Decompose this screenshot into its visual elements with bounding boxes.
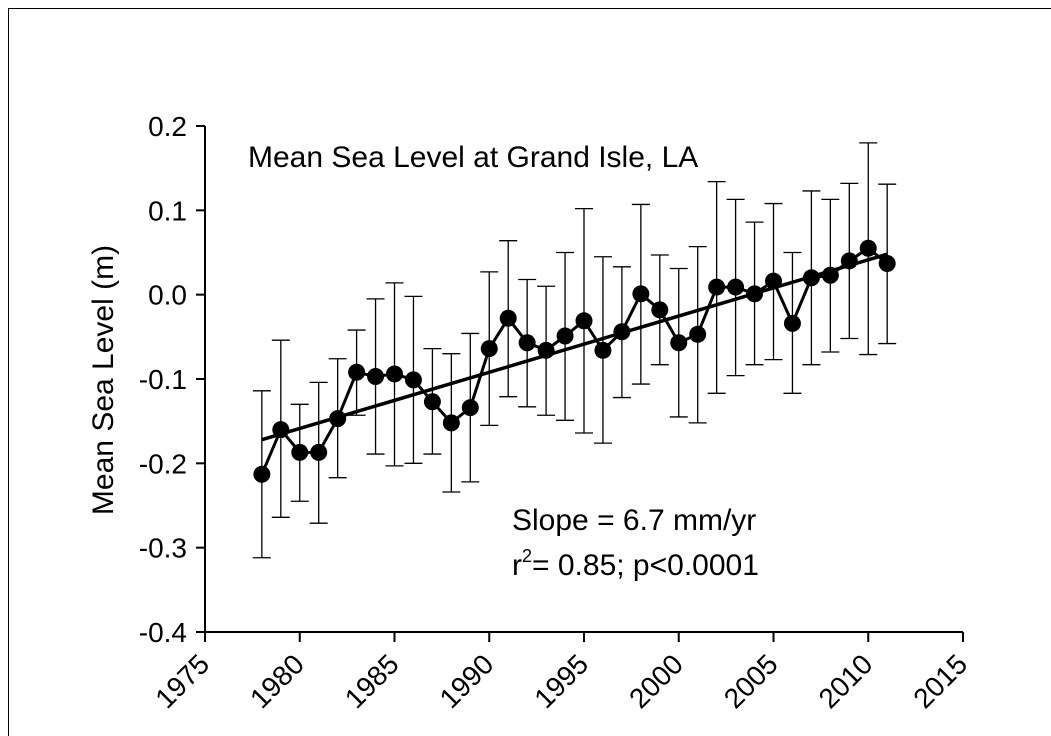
y-tick-label: 0.2 — [148, 111, 187, 142]
data-point — [840, 252, 858, 270]
y-tick-label: 0.0 — [148, 280, 187, 311]
data-point — [480, 340, 498, 358]
y-tick-label: 0.1 — [148, 195, 187, 226]
data-point — [291, 443, 309, 461]
data-point — [802, 269, 820, 287]
trendline — [261, 252, 888, 442]
x-tick-label: 1975 — [149, 648, 215, 714]
x-tick-label: 1995 — [528, 648, 594, 714]
x-tick-label: 1990 — [434, 648, 500, 714]
y-axis-label: Mean Sea Level (m) — [87, 245, 120, 515]
data-point — [821, 266, 839, 284]
data-point — [594, 341, 612, 359]
data-point — [537, 341, 555, 359]
data-point — [348, 363, 366, 381]
y-tick-label: -0.3 — [139, 533, 187, 564]
x-tick-label: 1980 — [244, 648, 310, 714]
data-point — [423, 393, 441, 411]
stats-annotation: r2= 0.85; p<0.0001 — [512, 546, 759, 582]
data-point — [442, 414, 460, 432]
data-point — [878, 254, 896, 272]
data-point — [859, 239, 877, 257]
stats-base: r — [512, 549, 522, 582]
data-point — [556, 327, 574, 345]
data-point — [689, 325, 707, 343]
x-tick-label: 2005 — [718, 648, 784, 714]
x-tick-label: 2000 — [623, 648, 689, 714]
data-point — [310, 443, 328, 461]
data-point — [708, 278, 726, 296]
stats-superscript: 2 — [522, 546, 532, 566]
figure-frame — [8, 8, 1051, 736]
series-line — [260, 246, 889, 475]
data-point — [613, 323, 631, 341]
chart-title: Mean Sea Level at Grand Isle, LA — [248, 141, 698, 174]
data-point — [404, 371, 422, 389]
data-point — [632, 285, 650, 303]
error-bars — [252, 142, 897, 559]
x-tick-label: 2015 — [907, 648, 973, 714]
data-point — [783, 314, 801, 332]
data-point — [367, 367, 385, 385]
y-tick-label: -0.1 — [139, 364, 187, 395]
y-ticks: 0.2 0.1 0.0 -0.1 -0.2 -0.3 -0.4 — [139, 111, 205, 648]
data-point — [765, 272, 782, 290]
stats-rest: = 0.85; p<0.0001 — [532, 549, 759, 582]
data-point — [575, 312, 593, 330]
x-tick-label: 2010 — [813, 648, 879, 714]
data-point — [670, 334, 688, 352]
x-tick-label: 1985 — [339, 648, 405, 714]
x-ticks: 1975 1980 1985 1990 1995 2000 2005 2010 2015 — [149, 632, 973, 714]
y-tick-label: -0.4 — [139, 617, 187, 648]
series-group — [253, 239, 896, 483]
data-point — [518, 334, 536, 352]
data-point — [499, 309, 517, 327]
data-point — [253, 465, 271, 483]
data-point — [651, 301, 669, 319]
trendline-group — [261, 252, 888, 442]
data-point — [272, 421, 290, 439]
data-point — [386, 365, 403, 383]
slope-annotation: Slope = 6.7 mm/yr — [512, 504, 756, 537]
data-point — [746, 285, 764, 303]
y-tick-label: -0.2 — [139, 448, 187, 479]
data-point — [461, 399, 479, 417]
data-point — [329, 410, 347, 428]
data-point — [727, 278, 745, 296]
